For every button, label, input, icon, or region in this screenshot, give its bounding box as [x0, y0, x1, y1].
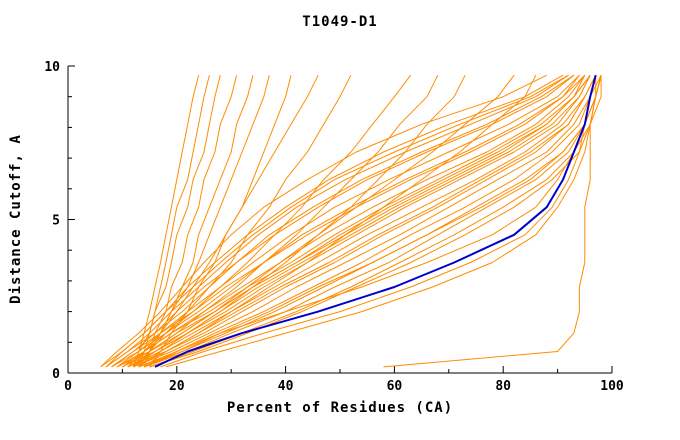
model-curves — [138, 74, 466, 368]
model-curves — [111, 74, 580, 368]
model-curves — [149, 75, 292, 368]
x-tick-label: 100 — [600, 379, 624, 394]
x-tick-label: 20 — [169, 379, 185, 394]
model-curves — [127, 74, 597, 368]
y-tick-label: 10 — [44, 60, 60, 75]
y-tick-label: 5 — [52, 214, 60, 229]
model-curves — [138, 74, 602, 368]
x-tick-label: 0 — [64, 379, 72, 394]
model-curves — [122, 74, 591, 368]
model-curves — [122, 74, 591, 368]
model-curves — [165, 75, 602, 368]
x-tick-label: 40 — [278, 379, 294, 394]
y-tick-label: 0 — [52, 367, 60, 382]
x-tick-label: 60 — [387, 379, 403, 394]
model-curves — [133, 74, 515, 368]
model-curves — [383, 75, 597, 368]
model-curves — [122, 74, 586, 368]
model-curves — [105, 74, 569, 368]
x-tick-label: 80 — [495, 379, 511, 394]
x-axis-label: Percent of Residues (CA) — [226, 400, 454, 416]
model-curves — [116, 74, 586, 368]
model-curves — [127, 74, 597, 368]
model-curves — [116, 74, 591, 368]
highlighted-model-curve — [154, 74, 597, 368]
model-curves — [105, 74, 575, 368]
model-curves — [100, 74, 547, 368]
model-curves — [133, 75, 597, 368]
model-curves — [127, 74, 412, 368]
model-curves — [105, 74, 569, 368]
model-curves — [116, 74, 586, 368]
chart-title: T1049-D1 — [302, 14, 378, 30]
